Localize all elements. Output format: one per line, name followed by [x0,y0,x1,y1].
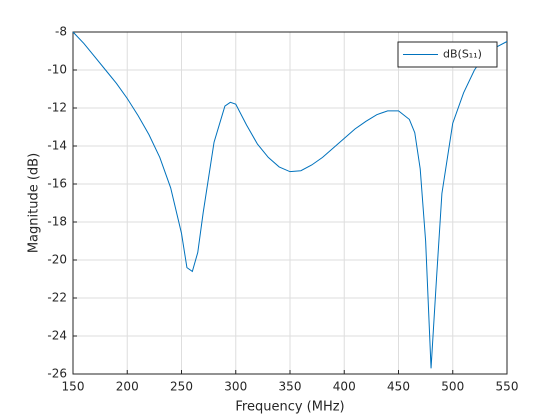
x-tick-label: 350 [279,380,302,394]
y-axis-label: Magnitude (dB) [27,153,42,253]
y-tick-label: -16 [47,177,67,191]
y-tick-label: -10 [47,63,67,77]
x-tick-label: 450 [387,380,410,394]
x-tick-label: 300 [224,380,247,394]
data-line [72,31,508,369]
x-tick-label: 200 [116,380,139,394]
y-tick-label: -22 [47,291,67,305]
y-tick-label: -26 [47,367,67,381]
x-tick-label: 500 [441,380,464,394]
x-tick-label: 400 [333,380,356,394]
y-tick-label: -14 [47,139,67,153]
y-tick-label: -18 [47,215,67,229]
y-tick-label: -8 [55,25,67,39]
x-tick-label: 550 [496,380,519,394]
y-tick-label: -24 [47,329,67,343]
x-tick-label: 250 [170,380,193,394]
x-tick-label: 150 [62,380,85,394]
y-tick-label: -20 [47,253,67,267]
y-tick-label: -12 [47,101,67,115]
legend-label: dB(S₁₁) [443,48,482,61]
x-axis-label: Frequency (MHz) [235,400,344,415]
axes-box [72,31,508,375]
